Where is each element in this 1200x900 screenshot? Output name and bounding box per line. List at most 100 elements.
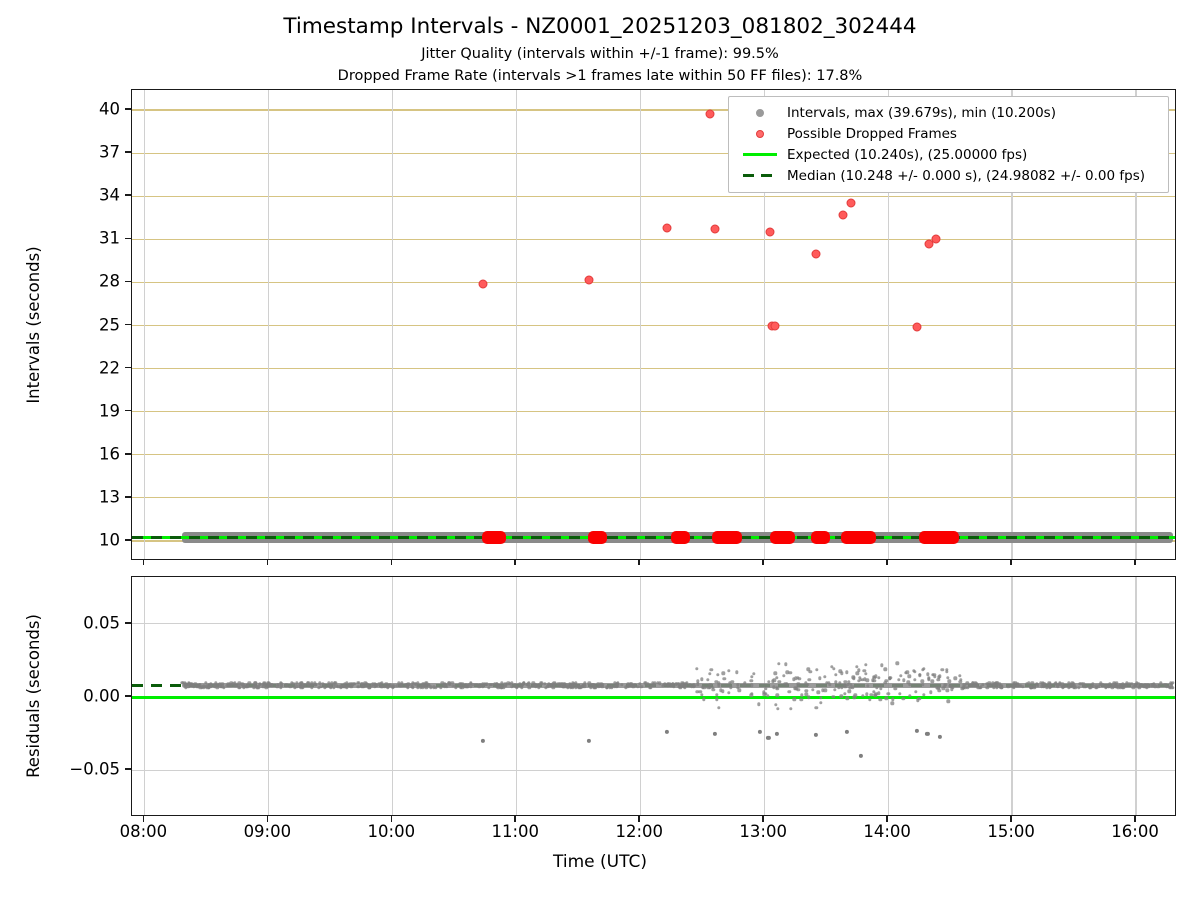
page-title: Timestamp Intervals - NZ0001_20251203_08… xyxy=(0,14,1200,39)
residual-point xyxy=(793,698,796,701)
residual-point xyxy=(995,686,998,689)
x-tick-mark xyxy=(391,560,393,565)
residual-point xyxy=(515,686,518,689)
gridline-horizontal xyxy=(132,196,1175,197)
residual-point xyxy=(921,668,924,671)
legend-label-median: Median (10.248 +/- 0.000 s), (24.98082 +… xyxy=(783,168,1145,184)
legend: Intervals, max (39.679s), min (10.200s) … xyxy=(728,96,1169,193)
figure-canvas: Timestamp Intervals - NZ0001_20251203_08… xyxy=(0,0,1200,900)
residual-point xyxy=(722,677,725,680)
residual-point xyxy=(727,691,730,694)
residual-point xyxy=(624,686,627,689)
legend-item-dropped-frames: Possible Dropped Frames xyxy=(737,123,1160,144)
residual-point xyxy=(819,696,822,699)
y-tick-label: −0.05 xyxy=(0,760,120,779)
x-tick-mark xyxy=(886,816,888,822)
y-tick-label: 22 xyxy=(0,358,120,377)
residual-outlier-point xyxy=(665,730,669,734)
y-tick-label: 10 xyxy=(0,530,120,549)
residual-point xyxy=(986,686,989,689)
residual-point xyxy=(727,669,730,672)
residual-point xyxy=(864,672,867,675)
residual-point xyxy=(757,703,760,706)
residual-point xyxy=(764,687,767,690)
residual-point xyxy=(700,678,703,681)
residual-point xyxy=(879,698,882,701)
residual-point xyxy=(1021,685,1024,688)
residual-point xyxy=(880,664,883,667)
residual-point xyxy=(716,673,719,676)
y-tick-mark xyxy=(125,453,131,455)
residual-outlier-point xyxy=(586,739,590,743)
residual-point xyxy=(789,707,792,710)
residual-point xyxy=(238,686,241,689)
y-tick-mark xyxy=(125,410,131,412)
gridline-horizontal xyxy=(132,454,1175,455)
gridline-vertical xyxy=(144,90,145,559)
dropped-frame-point xyxy=(846,199,855,208)
y-tick-mark xyxy=(125,108,131,110)
residual-point xyxy=(875,686,878,689)
residual-point xyxy=(380,685,383,688)
residual-outlier-point xyxy=(814,733,818,737)
x-tick-label: 16:00 xyxy=(1111,822,1159,841)
residual-point xyxy=(840,672,843,675)
x-tick-label: 09:00 xyxy=(244,822,292,841)
gridline-horizontal xyxy=(132,411,1175,412)
residual-point xyxy=(339,686,342,689)
y-tick-label: 37 xyxy=(0,143,120,162)
residual-point xyxy=(877,676,880,679)
x-tick-mark xyxy=(1134,560,1136,565)
residual-point xyxy=(729,686,732,689)
residual-point xyxy=(717,706,720,709)
legend-item-expected: Expected (10.240s), (25.00000 fps) xyxy=(737,144,1160,165)
residual-point xyxy=(819,701,822,704)
residual-point xyxy=(735,671,738,674)
y-tick-label: 40 xyxy=(0,100,120,119)
x-tick-mark xyxy=(143,816,145,822)
residual-point xyxy=(1168,686,1171,689)
residual-point xyxy=(695,667,698,670)
residual-outlier-point xyxy=(845,730,849,734)
y-tick-label: 28 xyxy=(0,272,120,291)
gridline-horizontal xyxy=(132,623,1175,624)
residual-point xyxy=(817,690,820,693)
gridline-vertical xyxy=(516,90,517,559)
residual-point xyxy=(702,698,705,701)
y-tick-mark xyxy=(125,194,131,196)
residual-point xyxy=(184,686,187,689)
residual-point xyxy=(857,668,860,671)
dropped-frame-point xyxy=(838,210,847,219)
residual-point xyxy=(1061,686,1064,689)
residual-point xyxy=(815,706,818,709)
residual-outlier-point xyxy=(758,730,762,734)
gridline-vertical xyxy=(268,90,269,559)
dropped-frame-point xyxy=(479,279,488,288)
legend-label-dropped-frames: Possible Dropped Frames xyxy=(783,126,957,142)
gridline-vertical xyxy=(640,90,641,559)
residual-point xyxy=(1084,685,1087,688)
y-tick-label: 0.00 xyxy=(0,687,120,706)
residual-point xyxy=(487,686,490,689)
y-tick-mark xyxy=(125,281,131,283)
dropped-frame-point xyxy=(710,225,719,234)
residual-point xyxy=(913,670,916,673)
residual-point xyxy=(958,674,961,677)
residual-point xyxy=(954,677,957,680)
residual-point xyxy=(317,686,320,689)
residual-point xyxy=(255,686,258,689)
dropped-frame-cluster xyxy=(811,531,830,544)
dropped-frame-cluster xyxy=(712,531,742,544)
residual-point xyxy=(845,697,848,700)
residual-point xyxy=(902,679,905,682)
residual-point xyxy=(834,673,837,676)
residual-point xyxy=(571,686,574,689)
x-tick-mark xyxy=(1134,816,1136,822)
x-tick-mark xyxy=(1010,560,1012,565)
residual-point xyxy=(891,697,894,700)
residual-point xyxy=(750,679,753,682)
residual-point xyxy=(789,671,792,674)
residual-point xyxy=(861,678,864,681)
x-tick-label: 15:00 xyxy=(987,822,1035,841)
x-tick-mark xyxy=(514,816,516,822)
